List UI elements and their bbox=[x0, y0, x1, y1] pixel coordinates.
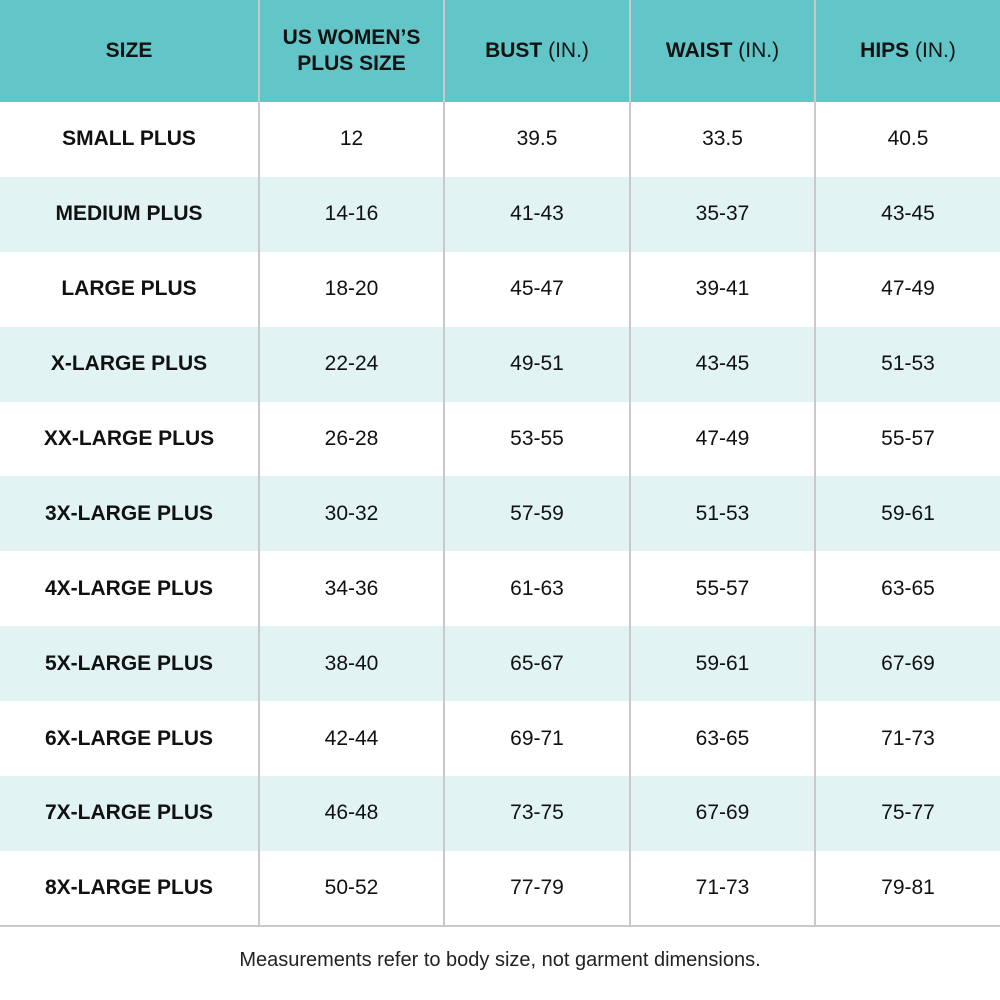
header-label: US WOMEN’S PLUS SIZE bbox=[282, 26, 421, 75]
cell-hips: 79-81 bbox=[814, 850, 1000, 926]
cell-size: 4X-LARGE PLUS bbox=[0, 551, 260, 627]
cell-bust: 65-67 bbox=[443, 626, 631, 702]
table-row: SMALL PLUS 12 39.5 33.5 40.5 bbox=[0, 102, 1000, 177]
table-row: 7X-LARGE PLUS 46-48 73-75 67-69 75-77 bbox=[0, 776, 1000, 851]
table-row: 5X-LARGE PLUS 38-40 65-67 59-61 67-69 bbox=[0, 626, 1000, 702]
cell-size: MEDIUM PLUS bbox=[0, 176, 260, 252]
cell-hips: 47-49 bbox=[814, 251, 1000, 327]
table-row: 8X-LARGE PLUS 50-52 77-79 71-73 79-81 bbox=[0, 850, 1000, 926]
size-chart-table: SIZE US WOMEN’S PLUS SIZE BUST (IN.) WAI… bbox=[0, 0, 1000, 926]
cell-waist: 35-37 bbox=[629, 176, 816, 252]
header-label: SIZE bbox=[105, 39, 153, 62]
cell-waist: 47-49 bbox=[629, 401, 816, 477]
cell-size: 7X-LARGE PLUS bbox=[0, 776, 260, 851]
cell-hips: 71-73 bbox=[814, 701, 1000, 777]
cell-us-size: 14-16 bbox=[258, 176, 445, 252]
cell-bust: 61-63 bbox=[443, 551, 631, 627]
cell-waist: 43-45 bbox=[629, 326, 816, 402]
cell-waist: 39-41 bbox=[629, 251, 816, 327]
header-row: SIZE US WOMEN’S PLUS SIZE BUST (IN.) WAI… bbox=[0, 0, 1000, 102]
cell-waist: 33.5 bbox=[629, 102, 816, 177]
cell-us-size: 50-52 bbox=[258, 850, 445, 926]
cell-hips: 51-53 bbox=[814, 326, 1000, 402]
header-label: HIPS bbox=[860, 39, 910, 62]
header-size: SIZE bbox=[0, 0, 260, 102]
cell-us-size: 12 bbox=[258, 102, 445, 177]
cell-bust: 77-79 bbox=[443, 850, 631, 926]
cell-bust: 69-71 bbox=[443, 701, 631, 777]
cell-size: 3X-LARGE PLUS bbox=[0, 476, 260, 552]
cell-bust: 57-59 bbox=[443, 476, 631, 552]
header-waist: WAIST (IN.) bbox=[629, 0, 816, 102]
cell-hips: 59-61 bbox=[814, 476, 1000, 552]
cell-bust: 73-75 bbox=[443, 776, 631, 851]
cell-us-size: 46-48 bbox=[258, 776, 445, 851]
cell-size: 5X-LARGE PLUS bbox=[0, 626, 260, 702]
cell-size: SMALL PLUS bbox=[0, 102, 260, 177]
cell-bust: 41-43 bbox=[443, 176, 631, 252]
header-us-size: US WOMEN’S PLUS SIZE bbox=[258, 0, 445, 102]
cell-size: XX-LARGE PLUS bbox=[0, 401, 260, 477]
cell-hips: 75-77 bbox=[814, 776, 1000, 851]
cell-us-size: 42-44 bbox=[258, 701, 445, 777]
cell-waist: 63-65 bbox=[629, 701, 816, 777]
cell-us-size: 38-40 bbox=[258, 626, 445, 702]
cell-size: 6X-LARGE PLUS bbox=[0, 701, 260, 777]
header-unit: (IN.) bbox=[738, 39, 780, 62]
cell-hips: 67-69 bbox=[814, 626, 1000, 702]
cell-us-size: 22-24 bbox=[258, 326, 445, 402]
header-hips: HIPS (IN.) bbox=[814, 0, 1000, 102]
cell-hips: 55-57 bbox=[814, 401, 1000, 477]
cell-bust: 49-51 bbox=[443, 326, 631, 402]
table-row: MEDIUM PLUS 14-16 41-43 35-37 43-45 bbox=[0, 176, 1000, 252]
cell-size: X-LARGE PLUS bbox=[0, 326, 260, 402]
cell-waist: 59-61 bbox=[629, 626, 816, 702]
cell-size: LARGE PLUS bbox=[0, 251, 260, 327]
table-row: X-LARGE PLUS 22-24 49-51 43-45 51-53 bbox=[0, 326, 1000, 402]
header-unit: (IN.) bbox=[548, 39, 589, 62]
table-row: 4X-LARGE PLUS 34-36 61-63 55-57 63-65 bbox=[0, 551, 1000, 627]
table-row: 6X-LARGE PLUS 42-44 69-71 63-65 71-73 bbox=[0, 701, 1000, 777]
header-unit: (IN.) bbox=[915, 39, 956, 62]
table-row: 3X-LARGE PLUS 30-32 57-59 51-53 59-61 bbox=[0, 476, 1000, 552]
cell-hips: 40.5 bbox=[814, 102, 1000, 177]
cell-bust: 53-55 bbox=[443, 401, 631, 477]
cell-waist: 67-69 bbox=[629, 776, 816, 851]
cell-hips: 43-45 bbox=[814, 176, 1000, 252]
header-label: BUST bbox=[485, 39, 543, 62]
table-row: XX-LARGE PLUS 26-28 53-55 47-49 55-57 bbox=[0, 401, 1000, 477]
cell-waist: 51-53 bbox=[629, 476, 816, 552]
cell-waist: 71-73 bbox=[629, 850, 816, 926]
footnote: Measurements refer to body size, not gar… bbox=[239, 949, 761, 971]
header-label: WAIST bbox=[665, 39, 733, 62]
cell-us-size: 30-32 bbox=[258, 476, 445, 552]
cell-us-size: 26-28 bbox=[258, 401, 445, 477]
cell-bust: 39.5 bbox=[443, 102, 631, 177]
cell-us-size: 18-20 bbox=[258, 251, 445, 327]
cell-bust: 45-47 bbox=[443, 251, 631, 327]
header-bust: BUST (IN.) bbox=[443, 0, 631, 102]
table-row: LARGE PLUS 18-20 45-47 39-41 47-49 bbox=[0, 251, 1000, 327]
cell-size: 8X-LARGE PLUS bbox=[0, 850, 260, 926]
cell-waist: 55-57 bbox=[629, 551, 816, 627]
cell-hips: 63-65 bbox=[814, 551, 1000, 627]
cell-us-size: 34-36 bbox=[258, 551, 445, 627]
